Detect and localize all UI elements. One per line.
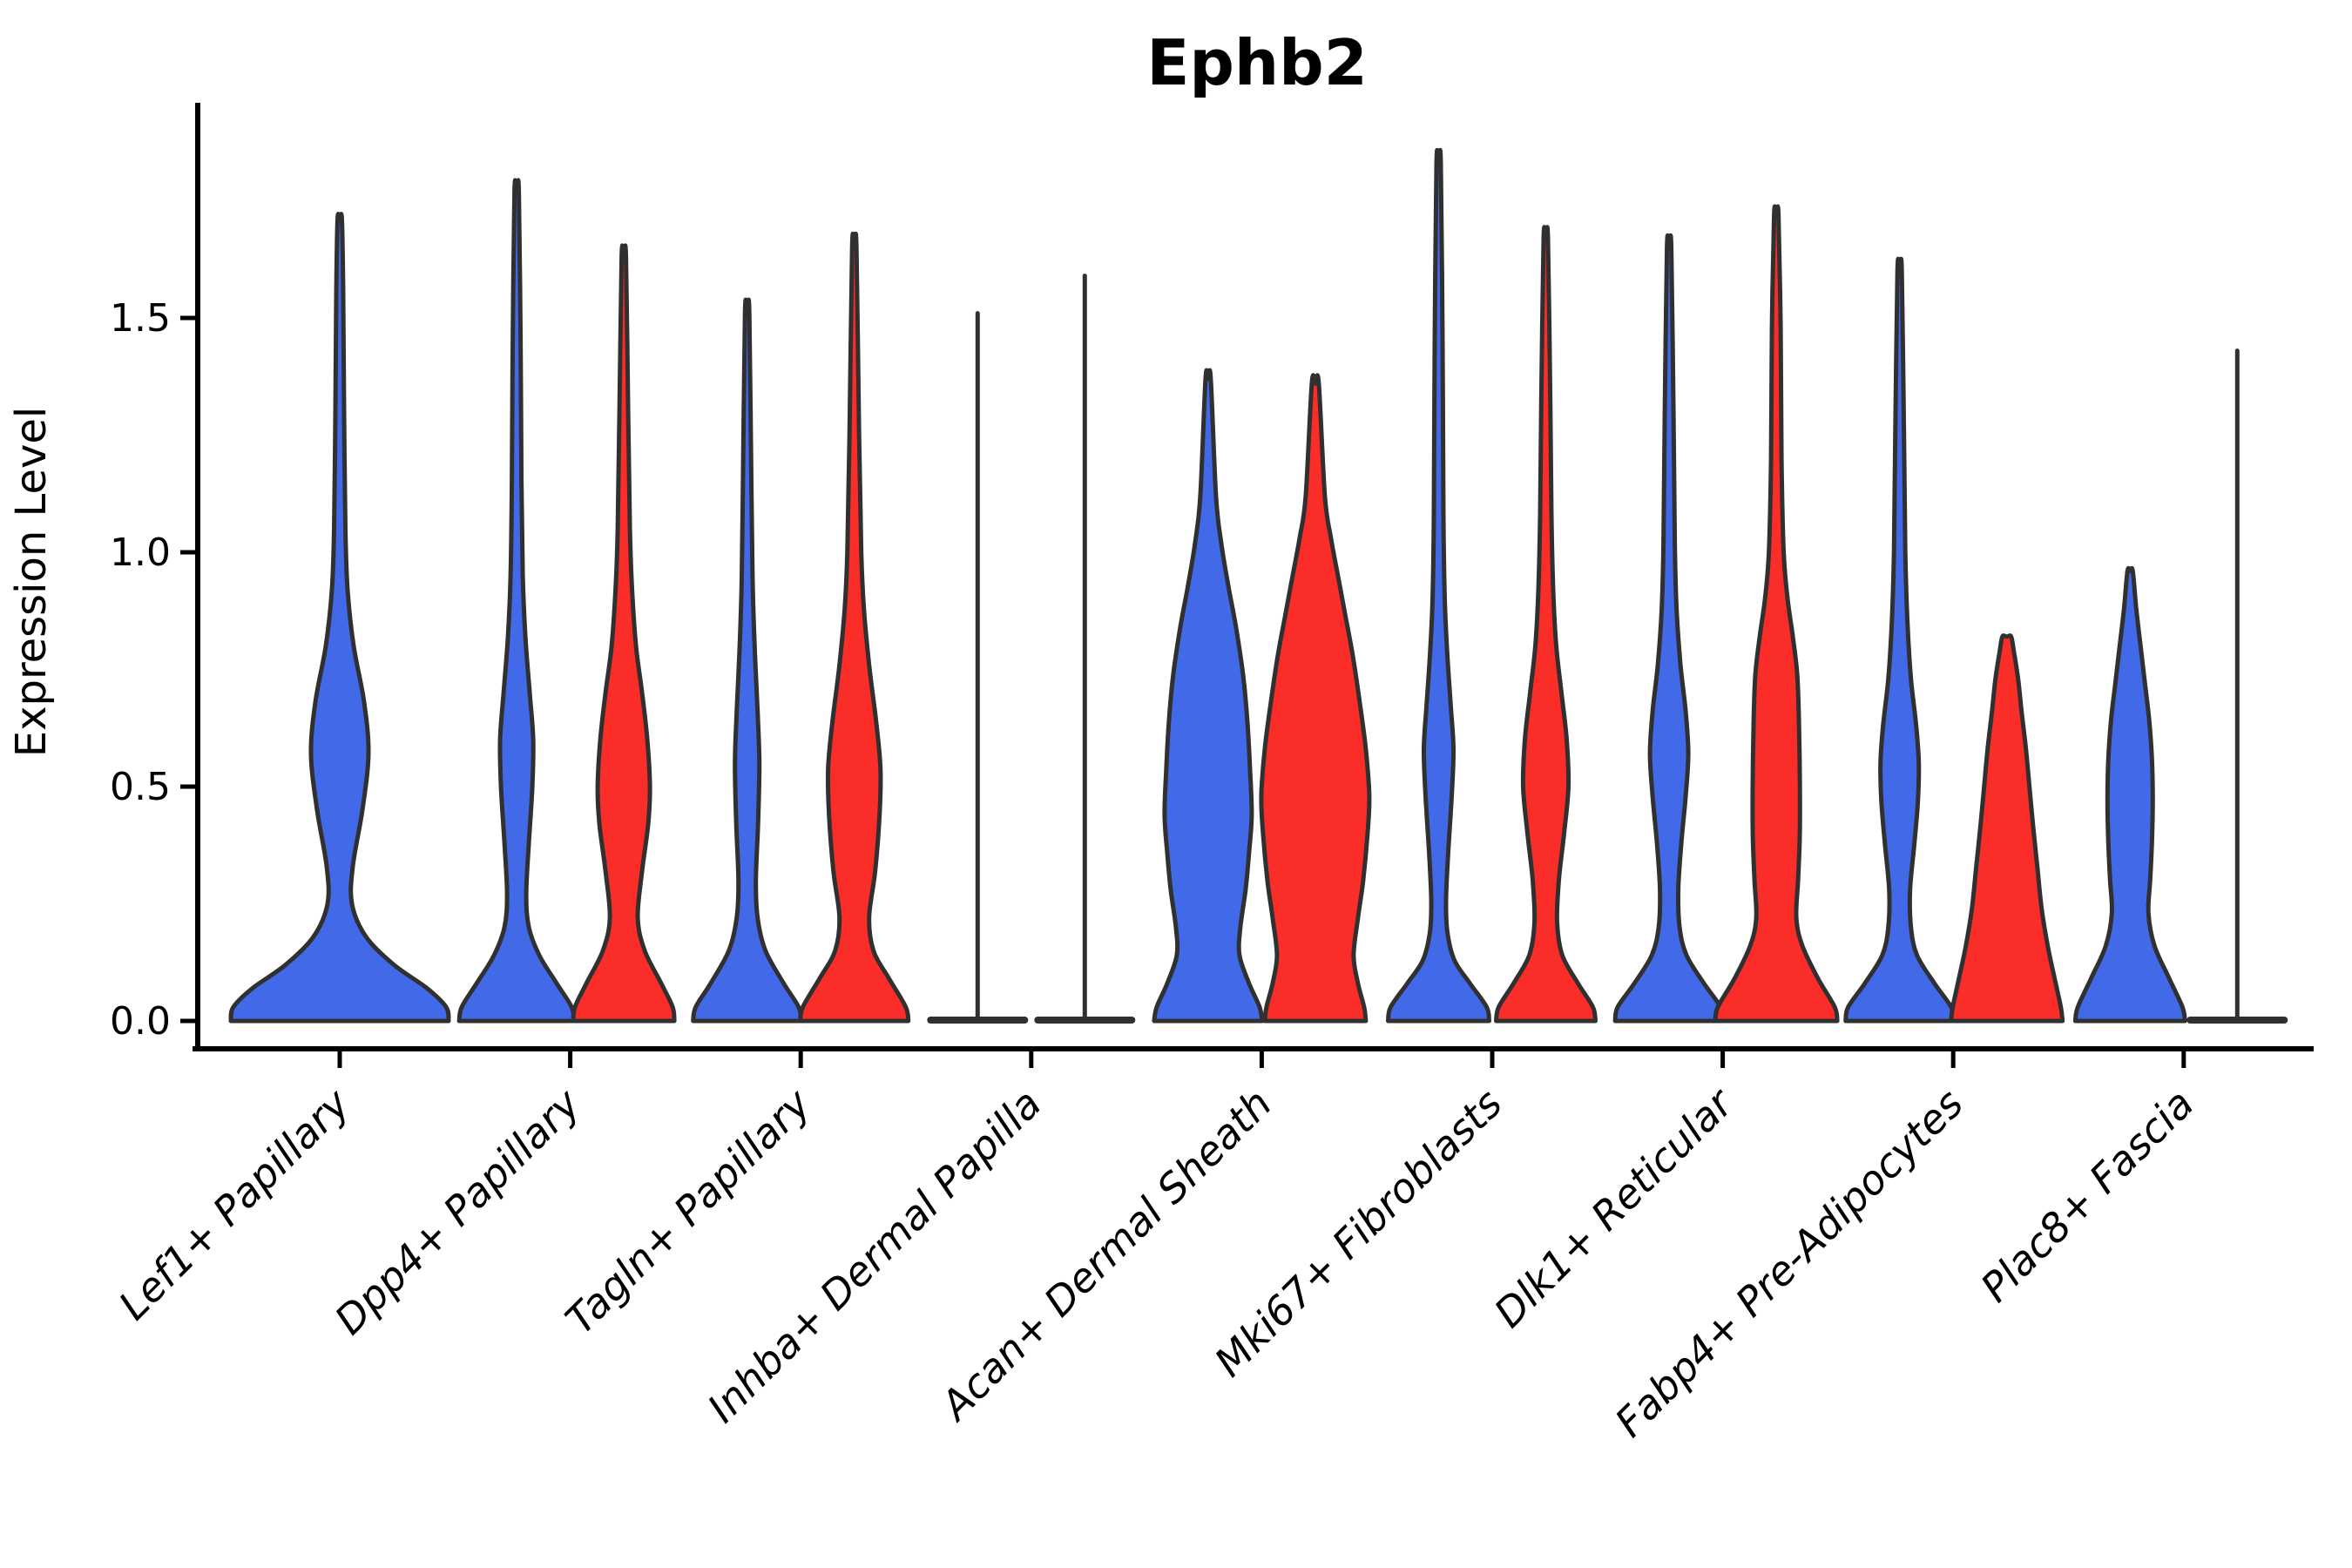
violin-blue (691, 297, 804, 1024)
violin-blue (456, 178, 577, 1024)
violin-blue (1386, 147, 1491, 1024)
y-tick-label: 1.0 (110, 531, 171, 575)
y-tick-label: 1.5 (110, 296, 171, 341)
x-tick-label: Lef1+ Papillary (110, 1079, 359, 1328)
y-tick-label: 0.5 (110, 765, 171, 809)
x-tick-label: Plac8+ Fascia (1971, 1080, 2202, 1311)
violin-red (571, 243, 677, 1024)
x-tick-label: Dlk1+ Reticular (1485, 1078, 1744, 1336)
violin-blue (1612, 233, 1726, 1024)
y-tick-label: 0.0 (110, 999, 171, 1044)
y-axis-label: Expression Level (7, 407, 56, 758)
violin-red (1713, 204, 1840, 1024)
violin-red (1949, 633, 2065, 1024)
chart-title: Ephb2 (1146, 26, 1368, 99)
violin-collapsed-base-blue (927, 1017, 1029, 1024)
violin-blue (228, 212, 451, 1024)
violin-blue (1843, 256, 1957, 1024)
violin-blue (2072, 565, 2187, 1024)
x-tick-label: Dpp4+ Papillary (326, 1079, 590, 1343)
violin-red (1494, 225, 1598, 1024)
violin-collapsed-base-red (1034, 1017, 1136, 1024)
violin-collapsed-base-red (2186, 1017, 2288, 1024)
violin-red (798, 231, 911, 1024)
violin-blue (1152, 368, 1265, 1024)
x-tick-label: Tagln+ Papillary (557, 1079, 821, 1343)
violin-red (1259, 373, 1372, 1024)
